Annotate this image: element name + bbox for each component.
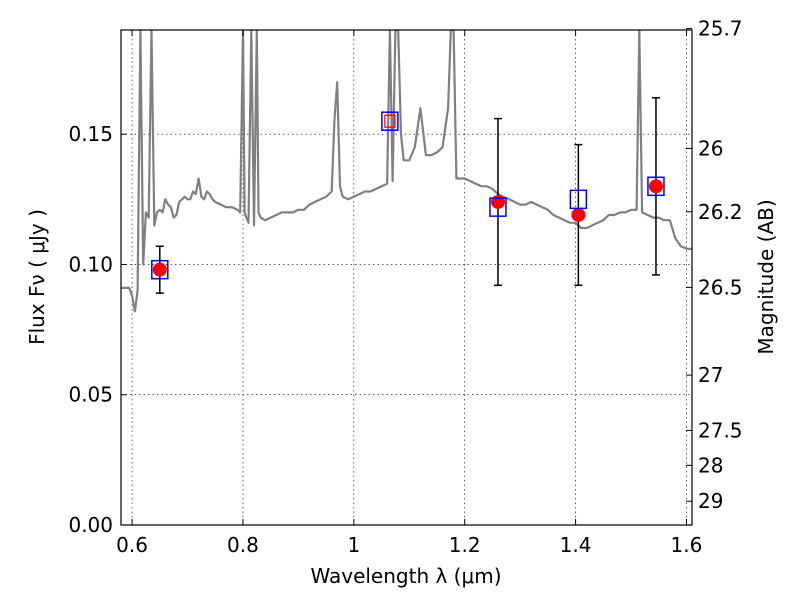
x-tick-label: 1.2	[449, 533, 481, 557]
y2-tick-label: 29	[698, 489, 723, 513]
observed-point	[571, 207, 586, 222]
y2-tick-label: 26.2	[698, 200, 743, 224]
x-axis-label: Wavelength λ (μm)	[310, 564, 501, 588]
y-tick-label: 0.15	[68, 122, 113, 146]
model-box	[489, 197, 507, 217]
y2-tick-label: 25.7	[698, 17, 743, 41]
x-tick-label: 1	[347, 533, 360, 557]
ticks: 0.6 0.8 1 1.2 1.4 1.6 0.00 0.05 0.10 0.15 25.7 26 26…	[68, 17, 742, 557]
x-tick-label: 0.8	[227, 533, 259, 557]
y2-tick-label: 28	[698, 453, 723, 477]
y2-tick-label: 27.5	[698, 418, 743, 442]
y-tick-label: 0.10	[68, 252, 113, 276]
model-box-inner	[384, 114, 396, 128]
observed-point	[648, 179, 663, 194]
model-box	[647, 176, 665, 197]
plot-background	[121, 30, 692, 525]
data-layer	[121, 30, 692, 313]
y-tick-label: 0.05	[68, 383, 113, 407]
x-tick-label: 0.6	[116, 533, 148, 557]
spectrum-line	[121, 30, 692, 313]
observed-point	[490, 194, 505, 209]
observed-point	[152, 262, 167, 277]
model-box	[151, 259, 169, 280]
model-box	[381, 111, 399, 131]
y2-tick-label: 26	[698, 136, 723, 160]
model-box	[569, 189, 588, 210]
y2-tick-label: 27	[698, 363, 723, 387]
y2-tick-label: 26.5	[698, 275, 743, 299]
x-tick-label: 1.6	[671, 533, 703, 557]
plot-frame	[120, 29, 693, 526]
x-tick-label: 1.4	[560, 533, 592, 557]
y-tick-label: 0.00	[68, 513, 113, 537]
y-axis-label: Flux Fν ( μJy )	[25, 209, 49, 345]
y2-axis-label: Magnitude (AB)	[754, 199, 778, 354]
